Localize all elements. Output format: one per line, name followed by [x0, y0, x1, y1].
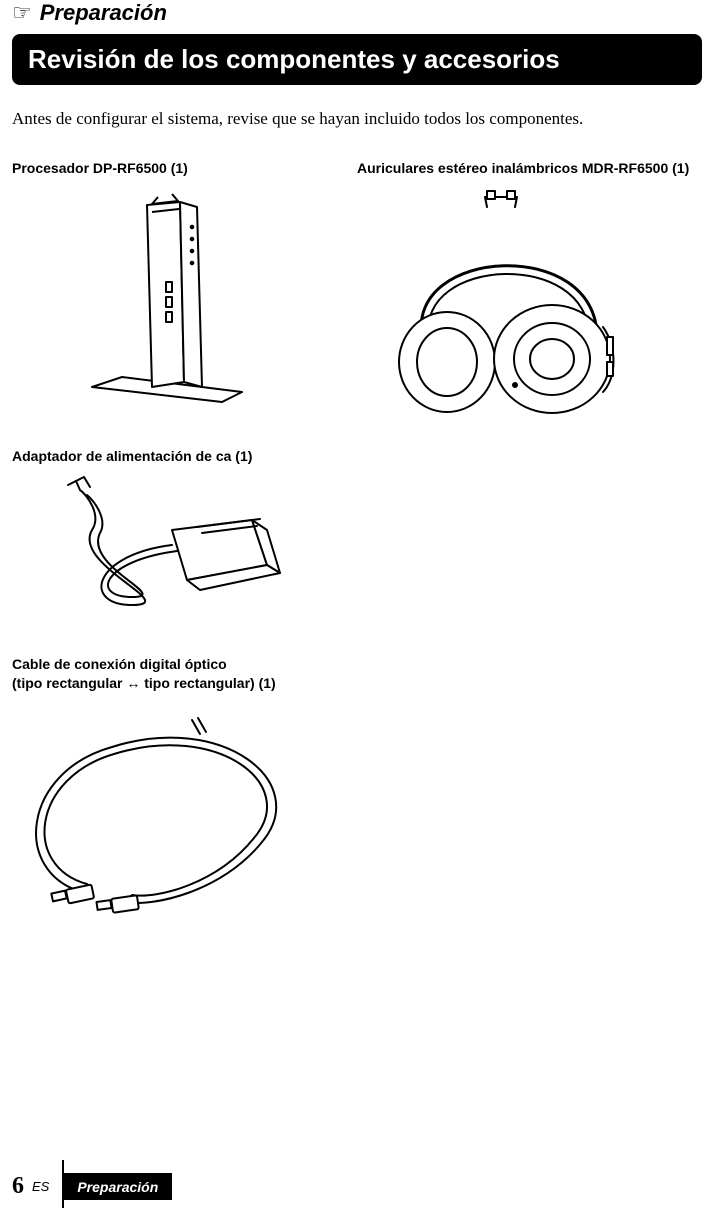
intro-text: Antes de configurar el sistema, revise q… [12, 109, 702, 129]
section-label: Preparación [40, 0, 167, 26]
processor-illustration [12, 187, 357, 417]
item-processor: Procesador DP-RF6500 (1) [12, 159, 357, 427]
page-footer: 6 ES Preparación [12, 1173, 172, 1200]
item-label-line1: Cable de conexión digital óptico [12, 656, 227, 672]
item-label: Cable de conexión digital óptico (tipo r… [12, 655, 702, 691]
item-label: Auriculares estéreo inalámbricos MDR-RF6… [357, 159, 702, 177]
footer-tab: Preparación [63, 1173, 172, 1200]
components-grid: Procesador DP-RF6500 (1) [12, 159, 702, 952]
footer-rule [62, 1160, 64, 1208]
hand-icon: ☞ [12, 2, 32, 24]
page-number: 6 [12, 1173, 24, 1200]
item-optical-cable: Cable de conexión digital óptico (tipo r… [12, 655, 702, 931]
headphones-illustration [357, 187, 702, 427]
item-label-line2: (tipo rectangular ↔ tipo rectangular) (1… [12, 675, 276, 691]
ac-adapter-illustration [12, 475, 702, 635]
item-label: Procesador DP-RF6500 (1) [12, 159, 357, 177]
item-headphones: Auriculares estéreo inalámbricos MDR-RF6… [357, 159, 702, 427]
item-ac-adapter: Adaptador de alimentación de ca (1) [12, 447, 702, 635]
optical-cable-illustration [12, 702, 702, 932]
section-header: ☞ Preparación [12, 0, 702, 26]
page-lang-suffix: ES [32, 1179, 49, 1206]
item-label: Adaptador de alimentación de ca (1) [12, 447, 702, 465]
page-title: Revisión de los componentes y accesorios [12, 34, 702, 85]
